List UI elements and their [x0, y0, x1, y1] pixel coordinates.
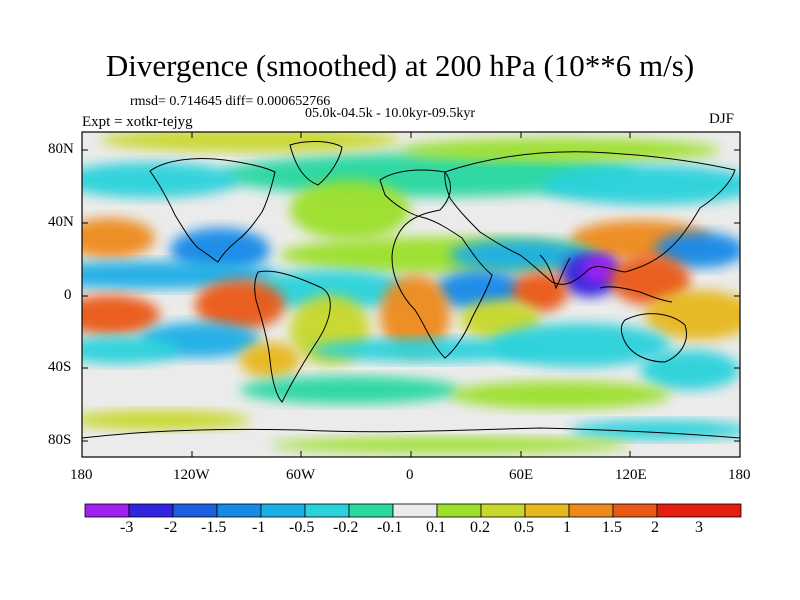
field-cell	[100, 132, 400, 152]
colorbar-label: 1.5	[602, 519, 622, 536]
field-cell	[250, 270, 410, 310]
field-cell	[240, 376, 460, 404]
field-cell	[82, 295, 160, 335]
field-cell	[640, 350, 740, 390]
colorbar-box-0	[84, 503, 130, 518]
colorbar-box-4	[260, 503, 306, 518]
colorbar-label: -1	[252, 519, 266, 536]
colorbar-label: -2	[164, 519, 178, 536]
lat-label-80n: 80N	[48, 141, 74, 157]
colorbar-label: -0.2	[333, 519, 359, 536]
colorbar	[84, 503, 742, 518]
field-cell	[170, 228, 270, 272]
colorbar-label: -0.1	[377, 519, 403, 536]
field-cell	[290, 180, 410, 240]
lon-label-180e: 180	[728, 467, 751, 483]
axis-ticks	[81, 132, 741, 457]
lat-label-eq: 0	[64, 287, 72, 303]
colorbar-box-12	[612, 503, 658, 518]
coastlines	[82, 141, 740, 439]
field-cell	[540, 165, 740, 205]
colorbar-box-5	[304, 503, 350, 518]
colorbar-box-13	[656, 503, 742, 518]
colorbar-label: 0.2	[470, 519, 490, 536]
field-cell	[450, 381, 670, 409]
colorbar-box-6	[348, 503, 394, 518]
rmsd-diff-stats: rmsd= 0.714645 diff= 0.000652766	[130, 94, 331, 109]
lon-label-120e: 120E	[615, 467, 647, 483]
field-cell	[82, 162, 240, 198]
field-cell	[380, 275, 450, 355]
lon-label-60w: 60W	[286, 467, 316, 483]
experiment-label: Expt = xotkr-tejyg	[82, 114, 193, 130]
field-cell	[82, 336, 180, 364]
field-cell	[195, 280, 285, 330]
field-cell	[270, 437, 630, 453]
field-cell	[82, 410, 250, 430]
divergence-field	[82, 132, 740, 453]
lat-label-40n: 40N	[48, 214, 74, 230]
colorbar-box-2	[172, 503, 218, 518]
lon-label-120w: 120W	[173, 467, 210, 483]
colorbar-label: 3	[695, 519, 703, 536]
field-cell	[310, 338, 550, 362]
plot-title: Divergence (smoothed) at 200 hPa (10**6 …	[105, 48, 695, 83]
lon-label-180w: 180	[70, 467, 93, 483]
time-period: 05.0k-04.5k - 10.0kyr-09.5kyr	[305, 106, 476, 121]
colorbar-label: 2	[651, 519, 659, 536]
colorbar-label: 1	[563, 519, 571, 536]
field-cell	[490, 323, 670, 367]
field-cell	[610, 255, 690, 305]
season-label: DJF	[709, 111, 735, 127]
colorbar-box-7	[392, 503, 438, 518]
lat-label-40s: 40S	[48, 359, 72, 375]
colorbar-label: 0.1	[426, 519, 446, 536]
colorbar-box-8	[436, 503, 482, 518]
colorbar-label: -1.5	[201, 519, 227, 536]
field-cell	[655, 232, 740, 268]
field-cell	[400, 138, 720, 162]
colorbar-label: -0.5	[289, 519, 315, 536]
colorbar-box-9	[480, 503, 526, 518]
field-cell	[645, 290, 740, 340]
colorbar-box-1	[128, 503, 174, 518]
field-cell	[582, 256, 618, 284]
lon-label-60e: 60E	[509, 467, 534, 483]
colorbar-label: -3	[120, 519, 134, 536]
colorbar-label: 0.5	[514, 519, 534, 536]
colorbar-box-11	[568, 503, 614, 518]
colorbar-box-3	[216, 503, 262, 518]
lon-label-0: 0	[406, 467, 414, 483]
colorbar-box-10	[524, 503, 570, 518]
lat-label-80s: 80S	[48, 432, 72, 448]
field-cell	[82, 218, 155, 258]
field-cell	[435, 270, 525, 310]
